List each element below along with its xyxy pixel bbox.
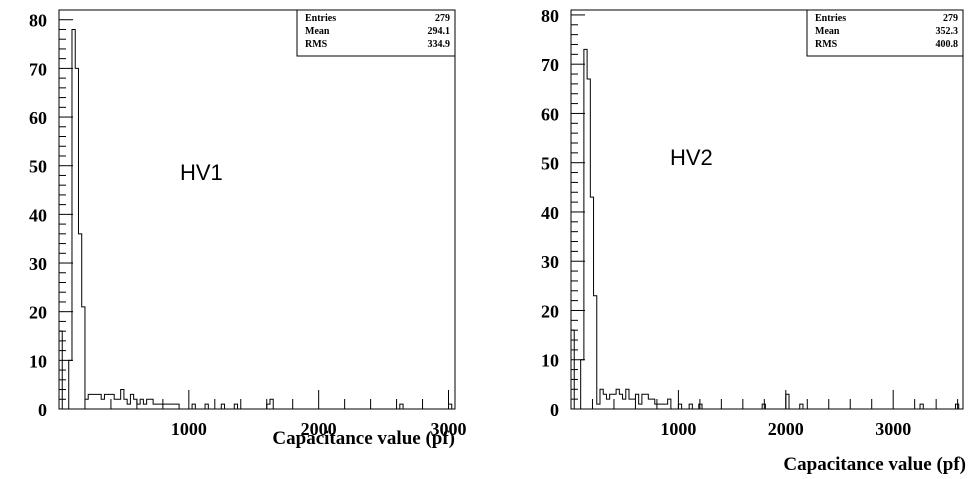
- histogram-bar: [661, 404, 664, 409]
- histogram-bar: [91, 394, 94, 409]
- histogram-bar: [169, 404, 172, 409]
- x-axis-title: Capacitance value (pf): [272, 428, 455, 449]
- histogram-bar: [117, 399, 120, 409]
- histogram-bar: [648, 399, 651, 409]
- stats-box: Entries 279 Mean 352.3 RMS 400.8: [806, 9, 964, 57]
- stats-label: RMS: [815, 39, 838, 50]
- plot-frame: [570, 9, 964, 410]
- y-tick-label: 30: [29, 254, 47, 274]
- stats-label: RMS: [305, 39, 328, 50]
- histogram-bar: [623, 399, 626, 409]
- histogram-bar: [664, 404, 667, 409]
- stats-value: 334.9: [428, 39, 451, 50]
- stats-label: Mean: [305, 26, 330, 37]
- y-tick-label: 50: [29, 157, 47, 177]
- histogram-bar: [143, 404, 146, 409]
- histogram-bar: [597, 404, 600, 409]
- histogram-bar: [173, 404, 176, 409]
- histogram-series: [570, 48, 960, 410]
- histogram-bar: [613, 394, 616, 409]
- histogram-bar: [655, 404, 658, 409]
- histogram-bar: [114, 399, 117, 409]
- y-tick-label: 40: [541, 203, 559, 223]
- histogram-bar: [658, 404, 661, 409]
- y-tick-label: 50: [541, 154, 559, 174]
- stats-value: 279: [943, 13, 958, 24]
- y-tick-label: 10: [29, 351, 47, 371]
- x-tick-label: 1000: [660, 419, 696, 439]
- stats-value: 294.1: [428, 26, 451, 37]
- panel-annotation: HV2: [670, 145, 713, 170]
- y-tick-label: 60: [29, 108, 47, 128]
- y-tick-label: 70: [541, 55, 559, 75]
- y-tick-label: 0: [38, 400, 47, 420]
- histogram-bar: [156, 404, 159, 409]
- y-tick-label: 80: [29, 11, 47, 31]
- chart-panel-2: 0 10 20 30 40 50 60 70 80 1000 2000 3000 Capacitance…: [541, 6, 966, 475]
- x-tick-label: 1000: [171, 419, 207, 439]
- y-tick-label: 0: [550, 400, 559, 420]
- y-tick-label: 20: [541, 301, 559, 321]
- x-tick-label: 2000: [301, 419, 337, 439]
- histogram-bar: [166, 404, 169, 409]
- stats-box-frame: [296, 9, 456, 57]
- y-tick-label: 70: [29, 59, 47, 79]
- x-axis-title: Capacitance value (pf): [783, 454, 966, 475]
- stats-label: Entries: [305, 13, 336, 24]
- plot-frame: [58, 9, 456, 410]
- panel-annotation: HV1: [180, 160, 223, 185]
- histogram-bar: [153, 404, 156, 409]
- histogram-bar: [629, 399, 632, 409]
- histogram-bar: [639, 404, 642, 409]
- y-tick-label: 80: [541, 6, 559, 26]
- y-tick-label: 40: [29, 205, 47, 225]
- x-tick-label: 3000: [431, 419, 467, 439]
- stats-box-frame: [806, 9, 964, 57]
- y-tick-label: 30: [541, 252, 559, 272]
- histogram-bar: [101, 399, 104, 409]
- x-tick-label: 3000: [875, 419, 911, 439]
- histogram-bar: [95, 394, 98, 409]
- histogram-bar: [127, 404, 130, 409]
- histogram-bar: [606, 399, 609, 409]
- y-tick-label: 60: [541, 104, 559, 124]
- y-tick-label: 20: [29, 303, 47, 323]
- x-tick-label: 2000: [768, 419, 804, 439]
- chart-panel-1: 0 10 20 30 40 50 60 70 80 1000 2000 3000Capacitance…: [29, 9, 467, 449]
- y-tick-label: 10: [541, 351, 559, 371]
- histogram-series: [58, 28, 453, 410]
- stats-value: 400.8: [936, 39, 959, 50]
- stats-box: Entries 279 Mean 294.1 RMS 334.9: [296, 9, 456, 57]
- stats-label: Entries: [815, 13, 846, 24]
- stats-value: 279: [435, 13, 450, 24]
- stats-label: Mean: [815, 26, 840, 37]
- stats-value: 352.3: [936, 26, 959, 37]
